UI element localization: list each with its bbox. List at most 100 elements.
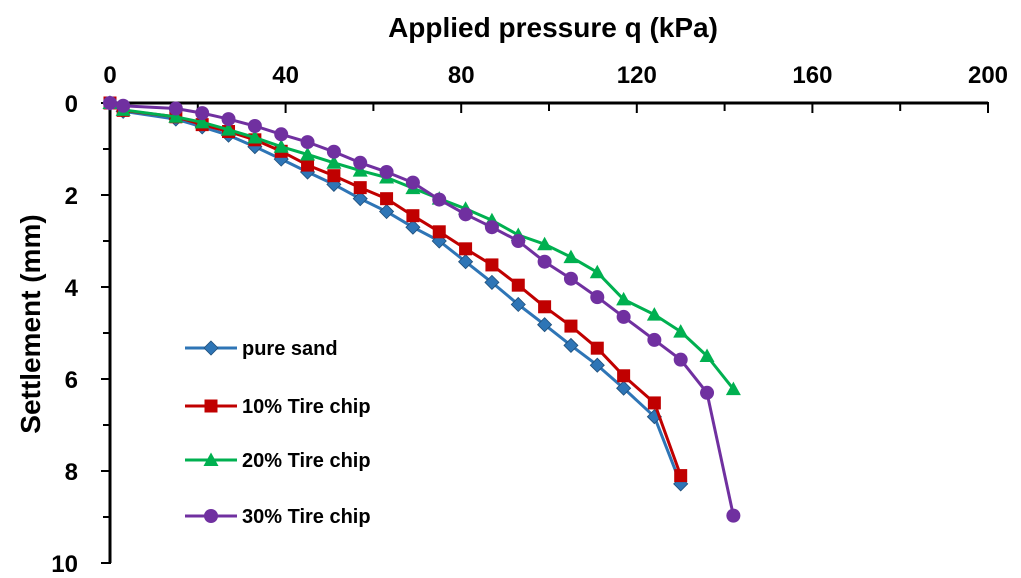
data-point-30-tire-chip xyxy=(432,192,447,207)
data-point-10-tire-chip xyxy=(353,181,367,195)
series-10-tire-chip xyxy=(103,96,688,483)
data-point-pure-sand xyxy=(458,254,474,270)
data-point-30-tire-chip xyxy=(168,101,183,116)
x-tick-label: 120 xyxy=(617,62,657,89)
data-point-10-tire-chip xyxy=(406,209,420,223)
data-point-20-tire-chip xyxy=(326,155,342,169)
data-point-30-tire-chip xyxy=(700,385,715,400)
series-line-30-tire-chip xyxy=(109,101,735,516)
series-line-20-tire-chip xyxy=(109,101,735,391)
data-point-20-tire-chip xyxy=(537,236,553,251)
data-point-10-tire-chip xyxy=(327,169,341,183)
series-layer xyxy=(102,95,741,523)
data-point-20-tire-chip xyxy=(247,130,263,144)
legend-item-30-tire-chip: 30% Tire chip xyxy=(185,506,371,528)
data-point-10-tire-chip xyxy=(564,319,578,333)
legend: pure sand 10% Tire chip 20% Tire chip 30% T… xyxy=(185,338,371,528)
data-point-30-tire-chip xyxy=(300,135,315,150)
y-tick-label: 10 xyxy=(51,551,78,578)
data-point-20-tire-chip xyxy=(699,348,715,362)
legend-marker xyxy=(204,509,218,523)
data-point-30-tire-chip xyxy=(103,96,117,110)
data-point-30-tire-chip xyxy=(274,127,289,142)
legend-label: 10% Tire chip xyxy=(242,396,371,418)
x-tick-label: 40 xyxy=(272,62,299,89)
data-point-20-tire-chip xyxy=(673,324,689,338)
data-point-30-tire-chip xyxy=(590,290,605,305)
data-point-30-tire-chip xyxy=(673,352,688,367)
data-point-10-tire-chip xyxy=(459,242,473,256)
y-tick-label: 6 xyxy=(65,367,78,394)
data-point-30-tire-chip xyxy=(458,207,473,222)
data-point-30-tire-chip xyxy=(379,165,394,179)
data-point-pure-sand xyxy=(589,357,605,373)
legend-item-pure-sand: pure sand xyxy=(185,338,338,360)
data-point-30-tire-chip xyxy=(405,175,420,190)
data-point-20-tire-chip xyxy=(194,114,210,129)
data-point-30-tire-chip xyxy=(484,220,499,235)
data-point-30-tire-chip xyxy=(116,98,131,113)
data-point-30-tire-chip xyxy=(537,254,552,269)
data-point-30-tire-chip xyxy=(326,144,341,159)
data-point-30-tire-chip xyxy=(195,106,210,121)
data-point-30-tire-chip xyxy=(647,332,662,347)
data-point-10-tire-chip xyxy=(380,192,394,206)
y-axis-title: Settlement (mm) xyxy=(15,214,46,433)
y-tick-label: 0 xyxy=(65,91,78,118)
data-point-20-tire-chip xyxy=(589,264,605,279)
legend-item-20-tire-chip: 20% Tire chip xyxy=(185,450,371,472)
data-point-pure-sand xyxy=(563,337,579,353)
data-point-30-tire-chip xyxy=(563,271,578,286)
y-tick-label: 2 xyxy=(65,183,78,210)
data-point-20-tire-chip xyxy=(273,139,289,153)
x-axis-title: Applied pressure q (kPa) xyxy=(388,12,718,43)
data-point-10-tire-chip xyxy=(590,341,604,355)
data-point-10-tire-chip xyxy=(485,258,499,272)
legend-item-10-tire-chip: 10% Tire chip xyxy=(185,396,371,418)
data-point-20-tire-chip xyxy=(168,109,184,123)
data-point-20-tire-chip xyxy=(725,381,741,396)
data-point-30-tire-chip xyxy=(726,508,741,523)
data-point-30-tire-chip xyxy=(616,309,631,324)
data-point-20-tire-chip xyxy=(646,307,662,321)
data-point-10-tire-chip xyxy=(674,469,688,483)
data-point-20-tire-chip xyxy=(352,163,368,177)
data-point-30-tire-chip xyxy=(221,112,236,127)
data-point-10-tire-chip xyxy=(511,278,525,292)
legend-label: 30% Tire chip xyxy=(242,506,371,528)
x-tick-label: 160 xyxy=(792,62,832,89)
data-point-pure-sand xyxy=(379,203,395,220)
data-point-pure-sand xyxy=(537,317,553,333)
data-point-10-tire-chip xyxy=(432,225,446,239)
legend-marker xyxy=(203,340,219,356)
data-point-10-tire-chip xyxy=(647,396,661,410)
series-line-pure-sand xyxy=(109,101,683,485)
x-tick-label: 0 xyxy=(103,62,116,89)
data-point-20-tire-chip xyxy=(300,147,316,161)
legend-label: pure sand xyxy=(242,338,338,360)
series-20-tire-chip xyxy=(102,95,741,396)
legend-label: 20% Tire chip xyxy=(242,450,371,472)
x-tick-label: 200 xyxy=(968,62,1008,89)
data-point-20-tire-chip xyxy=(616,291,632,306)
axes: 0 40 80 120 160 200 0 2 4 6 8 10 xyxy=(51,62,1008,578)
data-point-20-tire-chip xyxy=(221,122,237,136)
x-tick-label: 80 xyxy=(448,62,475,89)
y-tick-label: 4 xyxy=(65,275,79,302)
legend-marker xyxy=(203,452,219,466)
data-point-10-tire-chip xyxy=(301,158,315,172)
data-point-20-tire-chip xyxy=(563,249,579,264)
data-point-pure-sand xyxy=(352,191,368,207)
y-tick-label: 8 xyxy=(65,459,78,486)
data-point-10-tire-chip xyxy=(538,300,552,314)
legend-marker xyxy=(204,399,218,413)
series-30-tire-chip xyxy=(103,96,741,523)
data-point-10-tire-chip xyxy=(617,369,631,383)
data-point-30-tire-chip xyxy=(353,155,368,170)
data-point-pure-sand xyxy=(510,296,526,313)
data-point-pure-sand xyxy=(484,274,500,290)
data-point-30-tire-chip xyxy=(511,234,526,248)
data-point-30-tire-chip xyxy=(247,119,262,133)
data-point-pure-sand xyxy=(405,219,421,235)
